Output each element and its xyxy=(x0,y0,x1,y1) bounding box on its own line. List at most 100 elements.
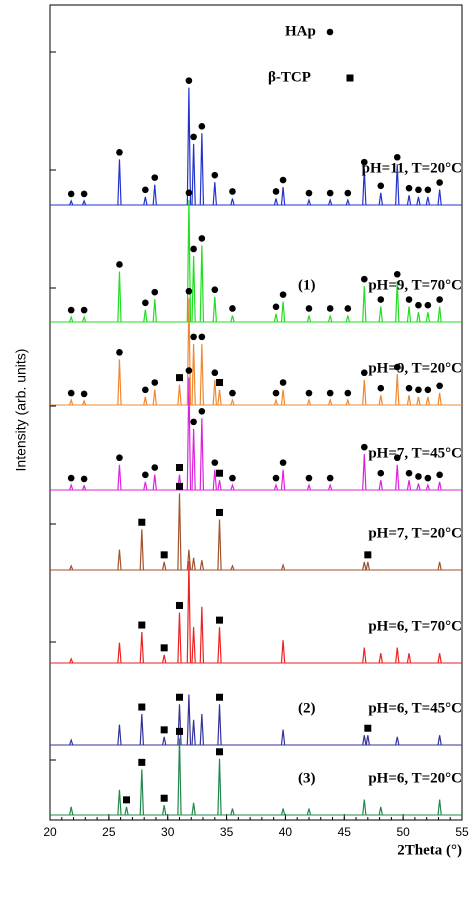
phase-marker xyxy=(80,390,88,398)
peak xyxy=(177,384,182,406)
peak xyxy=(186,199,192,323)
plot-frame xyxy=(49,4,463,821)
peak xyxy=(186,377,192,491)
series-label: pH=9, T=20°C xyxy=(368,360,462,376)
peak xyxy=(406,395,412,406)
peak xyxy=(327,398,333,406)
phase-marker xyxy=(67,306,75,314)
phase-marker xyxy=(185,189,193,197)
peak xyxy=(186,549,192,571)
phase-marker xyxy=(377,384,385,392)
peak xyxy=(212,296,217,323)
series-label: pH=7, T=20°C xyxy=(368,525,462,541)
peak xyxy=(117,789,122,816)
peak xyxy=(81,399,87,406)
phase-marker xyxy=(305,189,313,197)
peak xyxy=(177,493,182,571)
phase-marker xyxy=(142,299,149,307)
peak xyxy=(217,627,222,664)
legend-label: β-TCP xyxy=(268,69,311,85)
peak xyxy=(280,563,286,571)
legend-label: HAp xyxy=(285,23,316,39)
peak xyxy=(143,396,148,406)
peak xyxy=(306,483,312,491)
peak xyxy=(139,769,145,816)
peak xyxy=(117,159,122,206)
series-label: pH=6, T=45°C xyxy=(368,700,462,716)
phase-marker xyxy=(344,189,352,197)
peak xyxy=(378,395,383,406)
peak xyxy=(143,309,148,323)
phase-marker xyxy=(160,551,168,559)
peak xyxy=(406,653,412,664)
peak xyxy=(124,806,129,816)
peak xyxy=(437,799,442,816)
peak xyxy=(345,198,350,206)
phase-marker xyxy=(151,174,159,181)
peak xyxy=(230,398,235,406)
peak xyxy=(230,564,235,571)
peak xyxy=(230,483,235,491)
peak xyxy=(191,343,196,406)
phase-marker xyxy=(377,182,385,190)
x-tick-label: 30 xyxy=(161,825,175,839)
phase-marker xyxy=(415,386,422,394)
x-tick-label: 45 xyxy=(338,825,352,839)
peak xyxy=(186,694,192,746)
phase-marker xyxy=(405,296,413,303)
peak xyxy=(199,418,205,491)
peak xyxy=(117,271,122,323)
x-tick-label: 20 xyxy=(43,825,57,839)
phase-marker xyxy=(279,176,287,184)
peak xyxy=(212,379,217,406)
peak xyxy=(212,469,217,491)
peak xyxy=(345,315,350,323)
peak xyxy=(365,561,371,571)
peak xyxy=(416,196,421,206)
peak xyxy=(378,806,383,816)
phase-marker xyxy=(229,305,236,312)
phase-marker xyxy=(175,693,183,701)
phase-marker xyxy=(377,469,385,477)
peak xyxy=(177,612,182,664)
phase-marker xyxy=(67,474,75,482)
phase-marker xyxy=(393,270,401,278)
peak xyxy=(177,738,182,816)
peak xyxy=(280,729,286,746)
peak xyxy=(406,195,412,206)
peak xyxy=(280,808,286,816)
peak xyxy=(273,313,279,323)
phase-marker xyxy=(123,796,131,804)
peak xyxy=(191,802,196,816)
peak xyxy=(327,483,333,491)
peak xyxy=(117,359,122,406)
peak xyxy=(69,657,74,664)
peak xyxy=(191,719,196,746)
phase-marker xyxy=(436,179,443,186)
peak xyxy=(68,806,74,816)
peak xyxy=(186,561,192,664)
phase-marker xyxy=(175,464,183,472)
peak xyxy=(230,315,235,323)
phase-marker xyxy=(142,471,149,479)
peak xyxy=(191,627,196,664)
phase-marker xyxy=(160,644,168,652)
phase-marker xyxy=(216,748,224,756)
phase-marker xyxy=(272,389,280,397)
phase-marker xyxy=(279,291,287,298)
peak xyxy=(230,808,235,816)
peak xyxy=(143,481,148,491)
phase-marker xyxy=(80,475,88,483)
peak xyxy=(327,315,333,323)
phase-marker xyxy=(138,518,146,526)
peak xyxy=(152,389,157,406)
peak xyxy=(81,484,87,491)
peak xyxy=(362,561,367,571)
series-tag: (2) xyxy=(298,700,316,716)
peak xyxy=(117,464,122,491)
peak xyxy=(306,808,312,816)
peak xyxy=(425,312,431,323)
peak xyxy=(69,315,74,323)
phase-marker xyxy=(415,186,422,194)
